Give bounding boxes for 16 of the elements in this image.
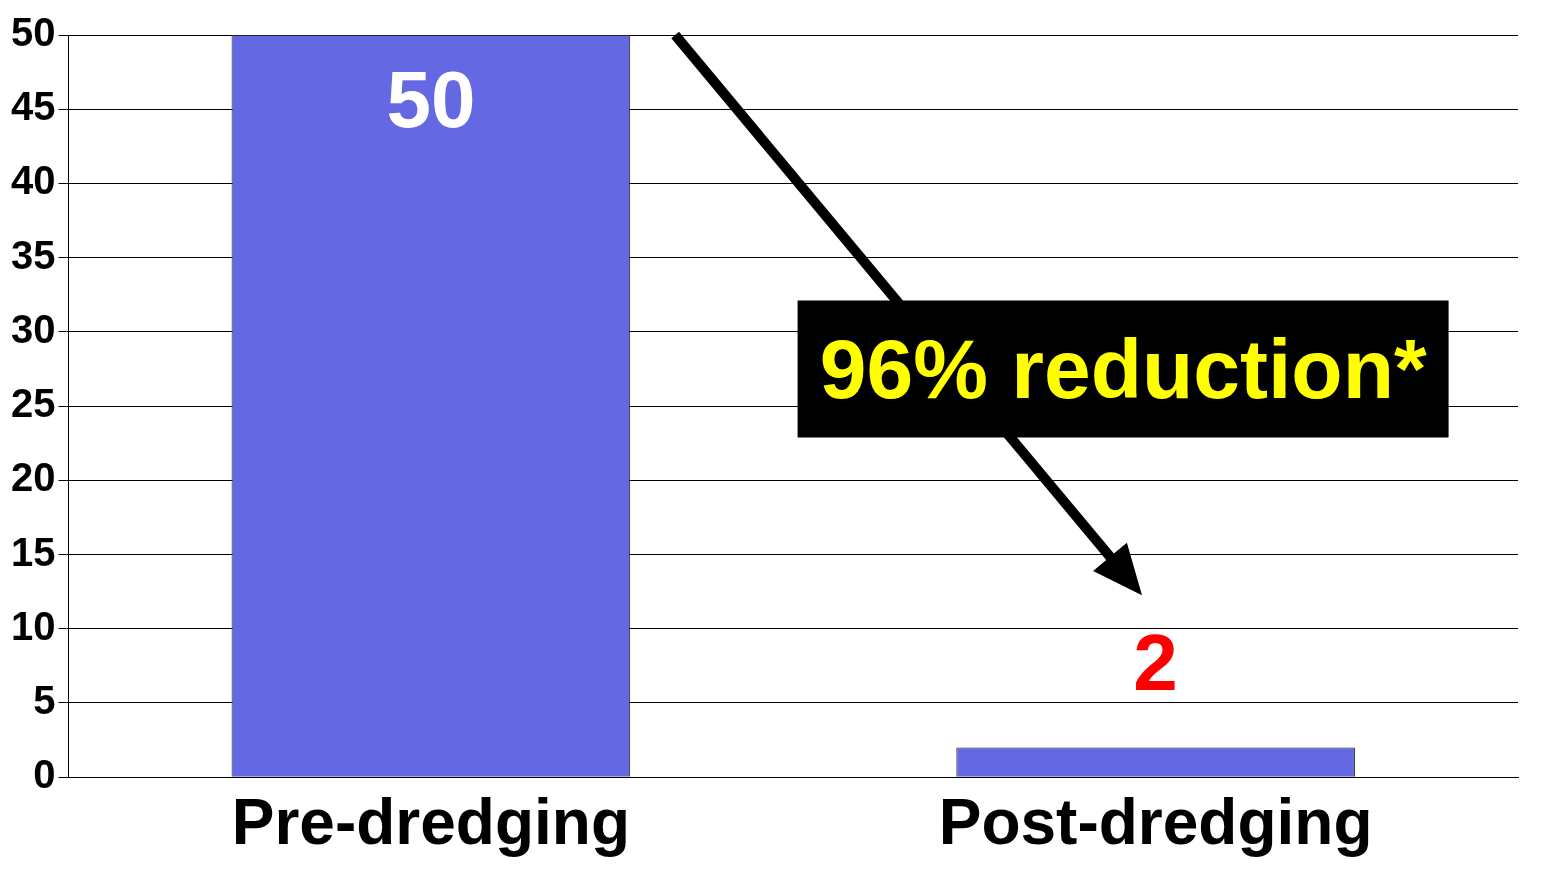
y-tick-label: 10 <box>10 603 56 648</box>
y-tick-label: 20 <box>10 455 56 500</box>
data-label: 2 <box>1133 617 1178 707</box>
y-tick-label: 35 <box>10 232 56 277</box>
y-tick-label: 5 <box>33 678 56 723</box>
x-tick-label: Post-dredging <box>938 786 1373 859</box>
data-label: 50 <box>386 55 476 145</box>
y-tick-label: 45 <box>10 84 56 129</box>
y-tick-label: 0 <box>33 752 56 797</box>
y-tick-label: 40 <box>10 158 56 203</box>
y-tick-label: 50 <box>10 10 56 55</box>
y-tick-label: 15 <box>10 529 56 574</box>
annotation: 96% reduction* <box>797 300 1449 438</box>
y-tick-label: 25 <box>10 381 56 426</box>
y-tick-label: 30 <box>10 306 56 351</box>
x-tick-label: Pre-dredging <box>231 786 630 859</box>
